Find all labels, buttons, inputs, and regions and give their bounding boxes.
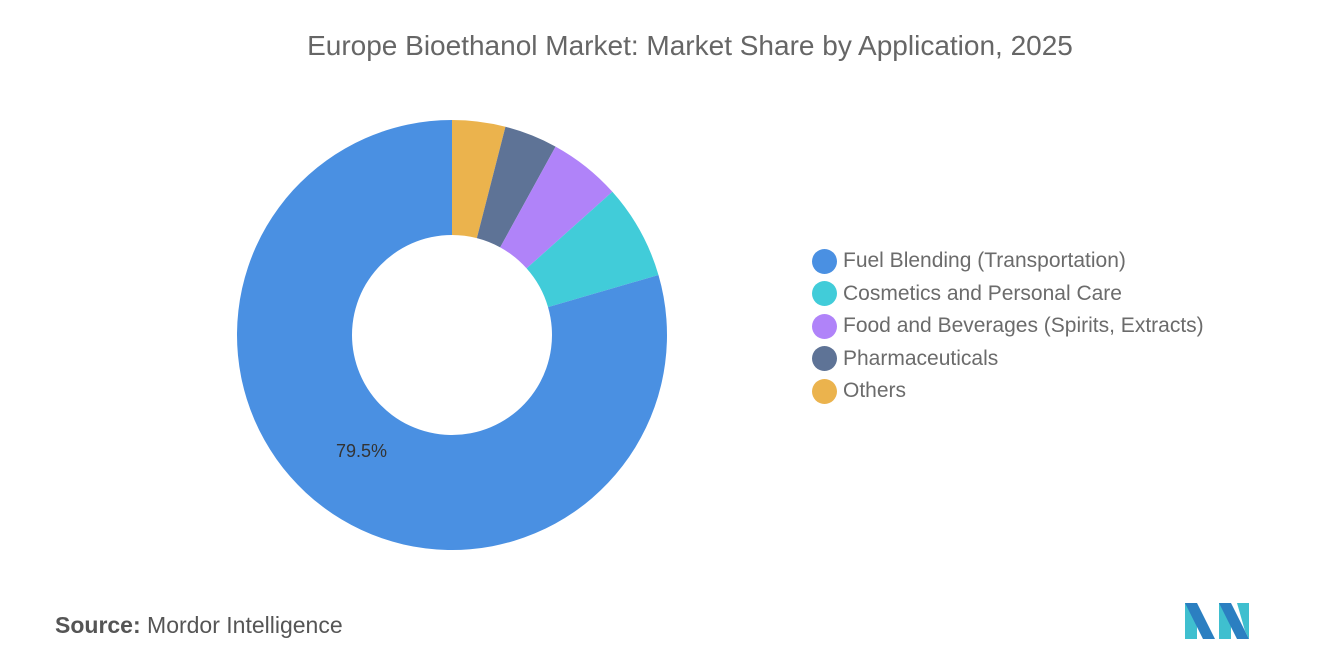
legend-dot-icon <box>812 281 837 307</box>
source-label: Source: <box>55 612 141 638</box>
source-value: Mordor Intelligence <box>147 612 343 638</box>
legend-item-pharmaceuticals: Pharmaceuticals <box>812 343 1204 376</box>
legend-label: Cosmetics and Personal Care <box>843 281 1122 305</box>
chart-title: Europe Bioethanol Market: Market Share b… <box>307 30 1073 61</box>
slice-pharmaceuticals <box>476 126 556 248</box>
slice-fuel-blending-transportation <box>236 120 667 550</box>
mordor-intelligence-logo-icon <box>1185 603 1249 639</box>
legend-label: Food and Beverages (Spirits, Extracts) <box>843 314 1204 338</box>
legend-label: Others <box>843 379 907 403</box>
legend-label: Fuel Blending (Transportation) <box>843 249 1126 273</box>
legend-dot-icon <box>812 248 837 274</box>
legend-dot-icon <box>812 346 837 372</box>
slice-cosmetics-and-personal-care <box>526 191 659 308</box>
slice-food-and-beverages-spirits-extracts <box>500 146 613 269</box>
donut-slices <box>236 120 667 550</box>
legend-item-fuel-blending: Fuel Blending (Transportation) <box>812 245 1204 278</box>
legend-dot-icon <box>812 313 837 339</box>
source-note: Source: Mordor Intelligence <box>55 612 343 639</box>
legend-item-food-beverages: Food and Beverages (Spirits, Extracts) <box>812 310 1204 343</box>
legend-label: Pharmaceuticals <box>843 346 999 370</box>
legend-dot-icon <box>812 378 837 404</box>
legend: Fuel Blending (Transportation) Cosmetics… <box>812 245 1204 408</box>
legend-item-cosmetics: Cosmetics and Personal Care <box>812 278 1204 311</box>
legend-item-others: Others <box>812 375 1204 408</box>
fuel-blending-data-label: 79.5% <box>336 441 387 461</box>
slice-others <box>452 120 506 239</box>
